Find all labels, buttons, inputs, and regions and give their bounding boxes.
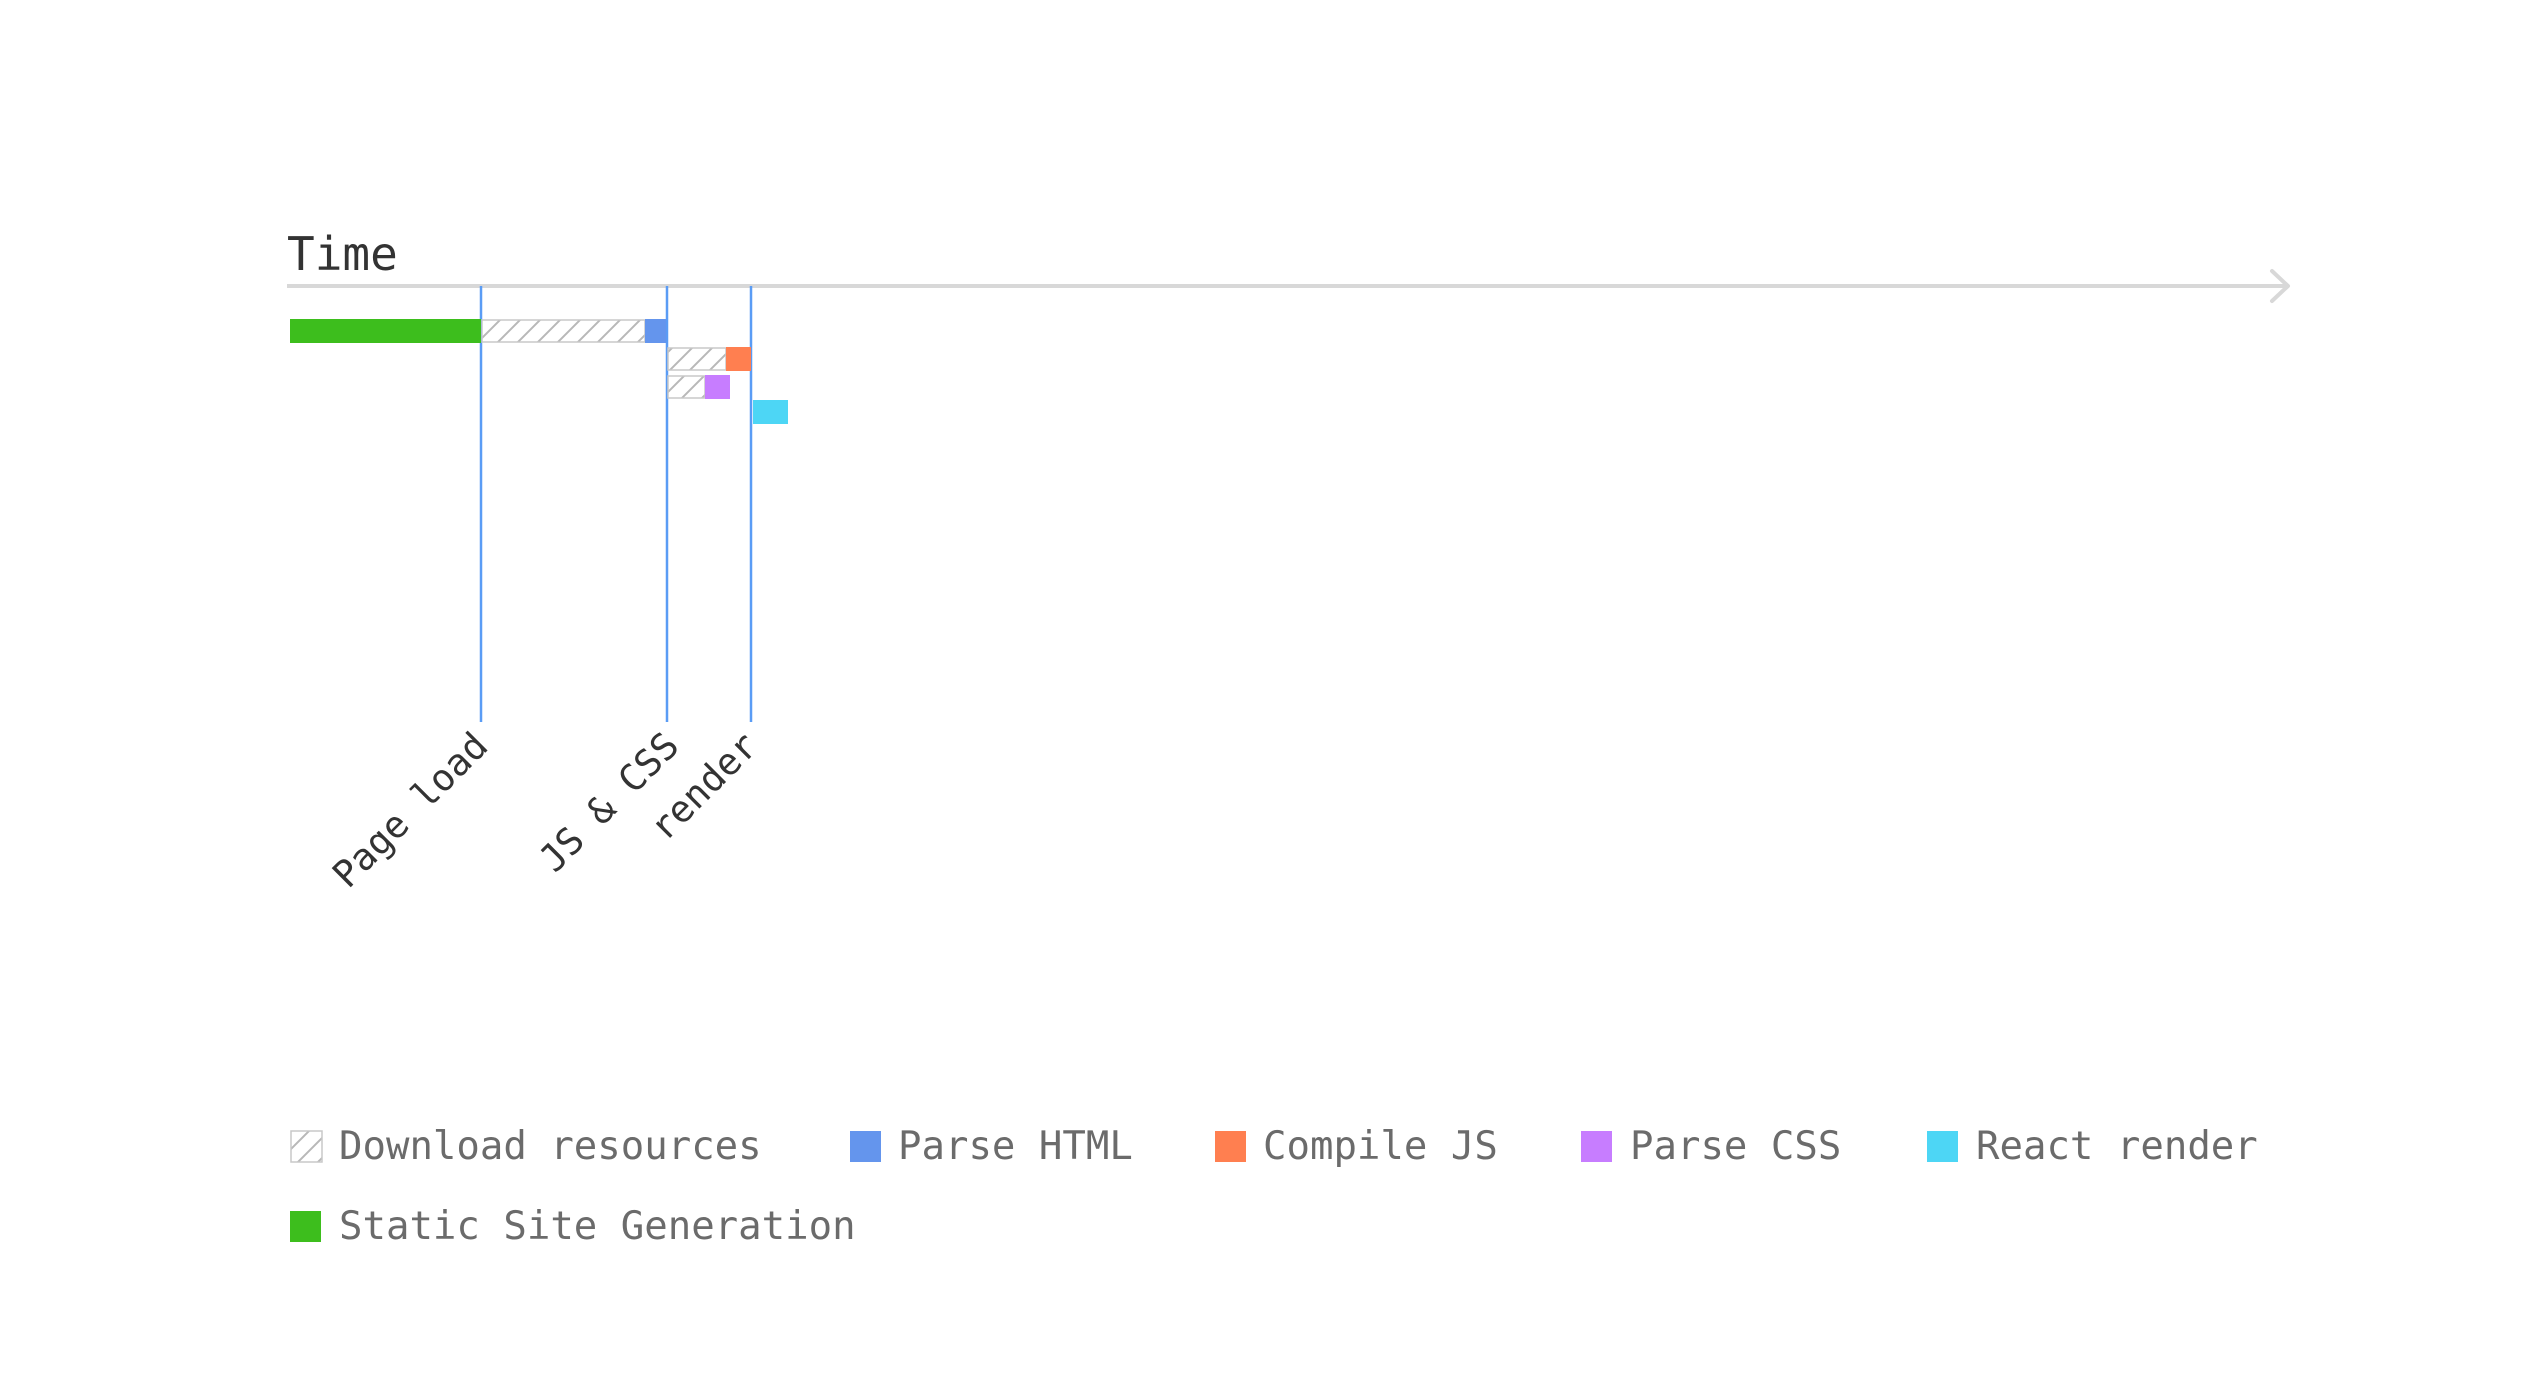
legend-label-compile-js: Compile JS [1263,1124,1498,1169]
legend-label-react-render: React render [1976,1124,2258,1169]
bar-static-site-generation [290,319,481,343]
bar-react-render [753,400,788,424]
legend-label-parse-html: Parse HTML [898,1124,1133,1169]
bar-parse-css [705,375,730,399]
legend-swatch-parse-css [1581,1131,1612,1162]
legend-swatch-compile-js [1215,1131,1246,1162]
time-axis-arrow-icon [2270,269,2290,303]
bar-download-js [667,347,727,371]
bar-compile-js [726,347,751,371]
legend-label-static-site-generation: Static Site Generation [339,1204,856,1249]
legend-swatch-static-site-generation [290,1211,321,1242]
legend-label-download-resources: Download resources [339,1124,762,1169]
bar-parse-html [645,319,666,343]
legend-swatch-download-resources [290,1130,323,1163]
legend-label-parse-css: Parse CSS [1630,1124,1841,1169]
legend-swatch-react-render [1927,1131,1958,1162]
milestone-label-page-load: Page load [324,724,496,896]
bar-download-css [667,375,706,399]
axis-title: Time [287,227,398,281]
legend-swatch-parse-html [850,1131,881,1162]
bar-download-html [481,319,646,343]
